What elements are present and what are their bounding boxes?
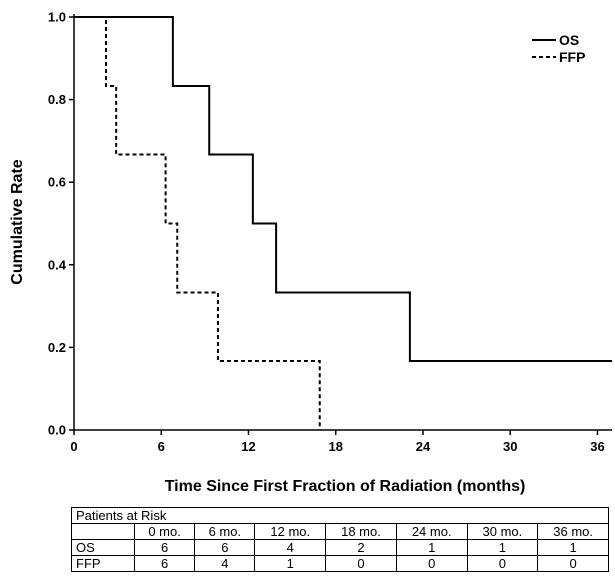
series-line-ffp — [74, 16, 321, 430]
risk-col-30: 30 mo. — [466, 523, 539, 540]
risk-row-ffp: FFP 6 4 1 0 0 0 0 — [71, 555, 609, 572]
x-tick-label: 12 — [241, 439, 255, 454]
y-tick-label: 0.0 — [48, 423, 66, 438]
x-tick-label: 30 — [503, 439, 517, 454]
survival-chart: 0.0 0.2 0.4 0.6 0.8 1.0 0 6 12 18 24 30 36 Cumulati… — [9, 10, 612, 495]
risk-cell: 0 — [395, 555, 468, 572]
risk-cell: 0 — [537, 555, 609, 572]
risk-cell: 6 — [133, 555, 196, 572]
y-axis-title: Cumulative Rate — [9, 159, 26, 284]
patients-at-risk-table: Patients at Risk 0 mo. 6 mo. 12 mo. 18 m… — [71, 507, 609, 572]
series-line-os — [74, 16, 612, 363]
risk-row-label: FFP — [71, 555, 135, 572]
risk-row-os: OS 6 6 4 2 1 1 1 — [71, 539, 609, 556]
risk-cell: 1 — [466, 539, 539, 556]
y-tick-label: 0.4 — [48, 257, 67, 272]
x-tick-label: 0 — [70, 439, 77, 454]
risk-cell: 1 — [395, 539, 468, 556]
risk-col-36: 36 mo. — [537, 523, 609, 540]
legend-label-os: OS — [559, 32, 579, 48]
y-tick-label: 0.2 — [48, 340, 66, 355]
risk-row-label: OS — [71, 539, 135, 556]
y-tick-label: 0.8 — [48, 92, 66, 107]
risk-col-6: 6 mo. — [194, 523, 256, 540]
risk-cell: 6 — [133, 539, 196, 556]
x-tick-label: 6 — [158, 439, 165, 454]
risk-col-0: 0 mo. — [133, 523, 196, 540]
risk-table-corner — [71, 523, 135, 540]
risk-cell: 1 — [537, 539, 609, 556]
x-axis-title: Time Since First Fraction of Radiation (… — [165, 478, 526, 495]
risk-cell: 2 — [325, 539, 397, 556]
risk-table-title-row: Patients at Risk — [71, 507, 609, 524]
risk-cell: 6 — [194, 539, 256, 556]
risk-cell: 4 — [254, 539, 327, 556]
y-tick-label: 1.0 — [48, 10, 66, 25]
x-tick-label: 24 — [416, 439, 431, 454]
risk-table-title: Patients at Risk — [71, 507, 609, 524]
legend-label-ffp: FFP — [559, 49, 585, 65]
x-tick-label: 18 — [328, 439, 342, 454]
x-tick-label: 36 — [590, 439, 604, 454]
risk-cell: 0 — [466, 555, 539, 572]
risk-cell: 4 — [194, 555, 256, 572]
risk-col-24: 24 mo. — [395, 523, 468, 540]
y-tick-label: 0.6 — [48, 175, 66, 190]
risk-table-header-row: 0 mo. 6 mo. 12 mo. 18 mo. 24 mo. 30 mo. … — [71, 523, 609, 540]
risk-cell: 1 — [254, 555, 327, 572]
risk-col-12: 12 mo. — [254, 523, 327, 540]
risk-cell: 0 — [325, 555, 397, 572]
risk-col-18: 18 mo. — [325, 523, 397, 540]
